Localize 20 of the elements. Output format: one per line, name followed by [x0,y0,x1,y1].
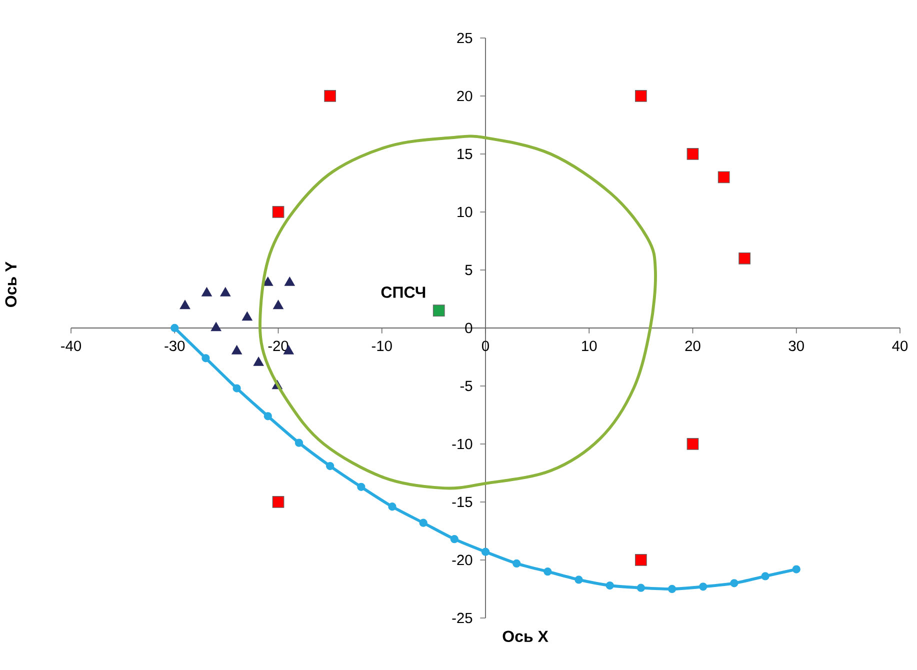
y-tick-label: 25 [457,32,472,44]
x-tick-label: 20 [685,340,700,352]
x-tick-label: -40 [61,340,82,352]
x-axis-title: Ось X [502,630,548,642]
y-tick-label: -10 [452,438,472,450]
y-tick-label: -20 [452,554,472,566]
x-tick-label: -30 [164,340,185,352]
y-tick-label: 10 [458,206,472,218]
y-axis-title: Ось Y [5,262,17,307]
x-tick-label: 30 [788,340,804,352]
y-tick-label: -25 [452,612,472,624]
x-tick-label: 10 [582,340,597,352]
y-tick-label: 5 [465,264,472,276]
y-tick-label: 15 [458,148,472,160]
y-tick-label: -5 [460,380,472,392]
annotation: СПСЧ [381,286,426,298]
y-tick-label: -15 [452,496,472,508]
y-tick-label: 20 [457,90,472,102]
x-tick-label: 40 [892,340,908,352]
x-tick-label: -10 [372,340,392,352]
